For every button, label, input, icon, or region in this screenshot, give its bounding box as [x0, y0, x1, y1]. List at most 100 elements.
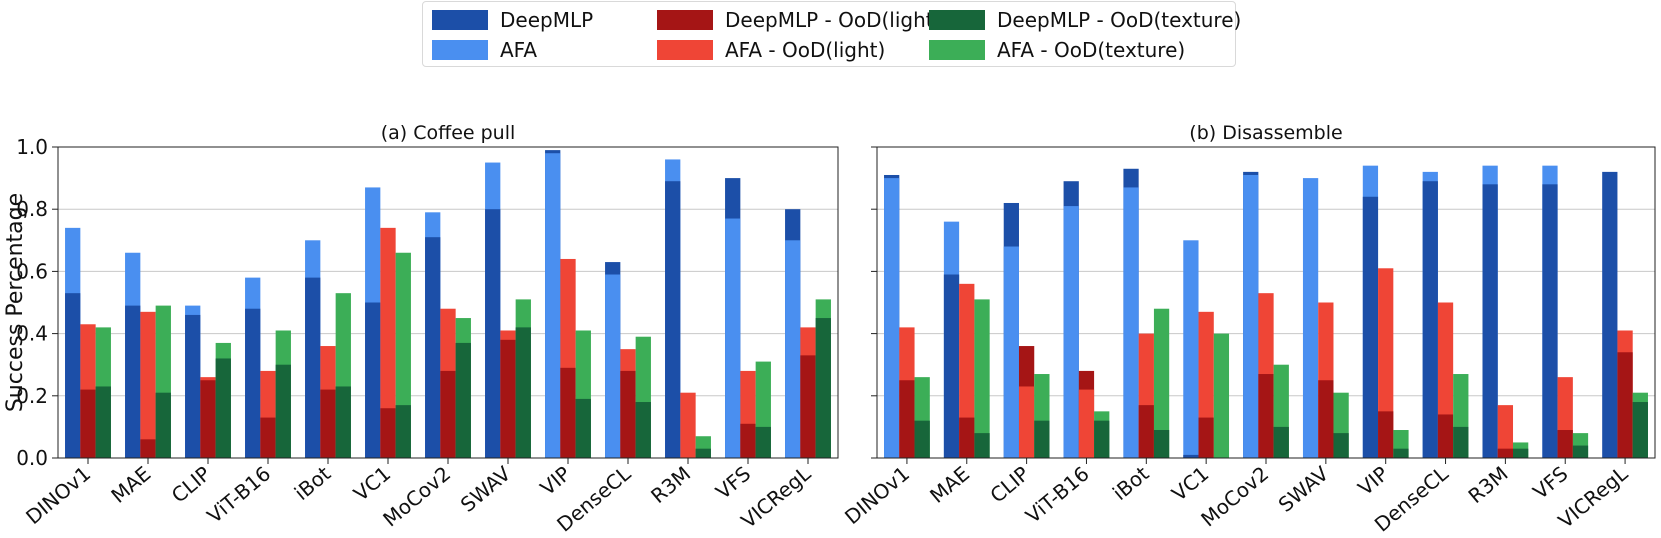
bar-b-swav-afa: [1302, 178, 1319, 458]
x-tick-label-a-8: VIP: [536, 461, 576, 500]
bar-a-mae-afa-ood-light: [140, 311, 156, 458]
bar-a-r3m-afa-ood-light: [680, 392, 696, 458]
bar-b-mae-deepmlp-ood-texture: [974, 433, 990, 458]
bar-a-vip-afa: [545, 153, 561, 458]
bar-b-vc1-afa: [1183, 240, 1199, 458]
bar-a-clip-deepmlp-ood-light: [200, 380, 216, 458]
bar-a-mocov2-deepmlp-ood-light: [440, 370, 456, 458]
x-tick-label-b-11: VFS: [1528, 461, 1572, 504]
bar-b-r3m-afa-ood-light: [1497, 405, 1514, 458]
bar-a-densecl-deepmlp-ood-texture: [635, 402, 651, 458]
legend-item-afa-light: AFA - OoD(light): [657, 38, 885, 62]
bar-a-vit-b16-deepmlp: [245, 308, 261, 458]
bar-b-swav-deepmlp-ood-light: [1318, 380, 1334, 458]
bar-b-mocov2-afa: [1243, 174, 1259, 459]
bar-a-vfs-deepmlp-ood-texture: [755, 426, 771, 458]
bar-a-dinov1-deepmlp: [65, 293, 81, 458]
bar-a-mae-deepmlp: [125, 305, 141, 458]
y-axis-label: Success Percentage: [3, 193, 28, 412]
bar-a-mocov2-deepmlp: [425, 237, 441, 458]
bar-a-vit-b16-deepmlp-ood-light: [260, 417, 276, 458]
x-tick-label-a-1: MAE: [106, 461, 155, 507]
x-tick-label-a-6: MoCov2: [378, 461, 455, 531]
bar-a-vfs-afa: [725, 218, 741, 458]
bar-b-vit-b16-deepmlp-ood-texture: [1094, 420, 1110, 458]
bar-b-vicregl-deepmlp-ood-texture: [1632, 402, 1648, 458]
legend-label-deepmlp-light: DeepMLP - OoD(light): [725, 8, 942, 32]
x-tick-label-a-10: R3M: [646, 461, 695, 508]
chart-coffee-pull: 0.0 0.2 0.4 0.6 0.8 1.0 (a) Coffee pull Success…: [3, 122, 839, 537]
x-tick-label-b-10: R3M: [1464, 461, 1513, 508]
bar-a-vfs-deepmlp-ood-light: [740, 423, 756, 458]
bar-b-vip-deepmlp-ood-texture: [1393, 448, 1409, 458]
bar-a-vip-deepmlp-ood-light: [560, 367, 576, 458]
bar-b-vfs-deepmlp: [1542, 184, 1558, 458]
x-tick-label-a-3: ViT-B16: [202, 461, 275, 528]
bar-b-dinov1-afa: [884, 178, 900, 458]
bar-b-vip-deepmlp: [1362, 196, 1379, 458]
bar-b-dinov1-deepmlp-ood-light: [899, 380, 915, 458]
x-tick-label-b-8: VIP: [1353, 461, 1393, 500]
bar-b-vip-deepmlp-ood-light: [1378, 411, 1394, 458]
axes-frame-b: [876, 146, 1656, 459]
legend-item-deepmlp-light: DeepMLP - OoD(light): [657, 8, 941, 32]
legend-swatch-deepmlp: [432, 10, 488, 30]
y-tick-label-5: 1.0: [16, 135, 48, 159]
bar-b-vc1-afa-ood-texture: [1213, 333, 1230, 458]
legend-swatch-afa-light: [657, 40, 713, 60]
bar-b-densecl-deepmlp: [1422, 181, 1438, 458]
bar-b-densecl-deepmlp-ood-light: [1437, 414, 1454, 458]
x-tick-label-b-0: DINOv1: [840, 461, 914, 529]
bar-b-vit-b16-afa-ood-light: [1078, 389, 1095, 458]
bar-a-densecl-afa: [605, 274, 621, 458]
bar-a-ibot-deepmlp-ood-texture: [335, 386, 351, 458]
x-tick-label-b-2: CLIP: [985, 461, 1033, 507]
bar-b-r3m-deepmlp: [1482, 184, 1498, 458]
bar-a-r3m-deepmlp-ood-texture: [695, 448, 711, 458]
bar-b-clip-afa-ood-light: [1018, 386, 1035, 458]
x-tick-label-a-5: VC1: [349, 461, 395, 505]
bar-a-ibot-deepmlp: [305, 277, 321, 458]
x-tick-label-a-2: CLIP: [167, 461, 215, 507]
legend-label-deepmlp: DeepMLP: [500, 8, 594, 32]
bar-b-vc1-deepmlp: [1183, 454, 1199, 458]
bar-a-vit-b16-deepmlp-ood-texture: [275, 364, 291, 458]
bar-a-r3m-deepmlp: [665, 181, 681, 458]
bar-a-vc1-deepmlp: [365, 302, 381, 458]
x-tick-label-a-0: DINOv1: [21, 461, 95, 529]
bar-b-mae-afa-ood-light: [959, 283, 975, 458]
bars-b: [884, 165, 1648, 459]
legend-label-afa-light: AFA - OoD(light): [725, 38, 886, 62]
bar-b-r3m-deepmlp-ood-light: [1497, 448, 1514, 458]
bar-b-densecl-deepmlp-ood-texture: [1453, 426, 1469, 458]
bar-b-ibot-deepmlp-ood-light: [1138, 405, 1154, 458]
bar-b-vicregl-deepmlp-ood-light: [1617, 352, 1633, 458]
bar-a-densecl-deepmlp-ood-light: [620, 370, 636, 458]
legend: DeepMLP AFA DeepMLP - OoD(light) AFA - O…: [422, 1, 1241, 67]
y-tick-label-2: 0.4: [16, 322, 48, 346]
x-tick-label-b-1: MAE: [925, 461, 974, 507]
bar-a-vc1-deepmlp-ood-texture: [395, 405, 411, 458]
bar-b-vfs-deepmlp-ood-texture: [1572, 445, 1589, 458]
bar-a-clip-deepmlp: [185, 314, 201, 458]
x-tick-label-a-7: SWAV: [456, 461, 516, 517]
bar-b-vfs-deepmlp-ood-light: [1557, 430, 1573, 458]
x-tick-label-b-3: ViT-B16: [1021, 461, 1094, 528]
axes-frame-a: [57, 146, 839, 459]
bar-a-mocov2-deepmlp-ood-texture: [455, 342, 471, 458]
y-tick-label-3: 0.6: [16, 259, 48, 283]
bar-b-ibot-afa: [1123, 187, 1139, 458]
bar-b-clip-deepmlp-ood-texture: [1034, 420, 1050, 458]
legend-item-deepmlp: DeepMLP: [432, 8, 593, 32]
bar-b-dinov1-deepmlp-ood-texture: [914, 420, 930, 458]
legend-swatch-afa: [432, 40, 488, 60]
bar-a-vicregl-deepmlp-ood-light: [800, 355, 816, 458]
y-tick-label-4: 0.8: [16, 197, 48, 221]
legend-item-afa: AFA: [432, 38, 537, 62]
bar-a-swav-deepmlp-ood-texture: [515, 327, 531, 458]
bar-b-vicregl-deepmlp: [1602, 171, 1618, 458]
legend-item-afa-texture: AFA - OoD(texture): [929, 38, 1185, 62]
legend-label-afa-texture: AFA - OoD(texture): [997, 38, 1186, 62]
